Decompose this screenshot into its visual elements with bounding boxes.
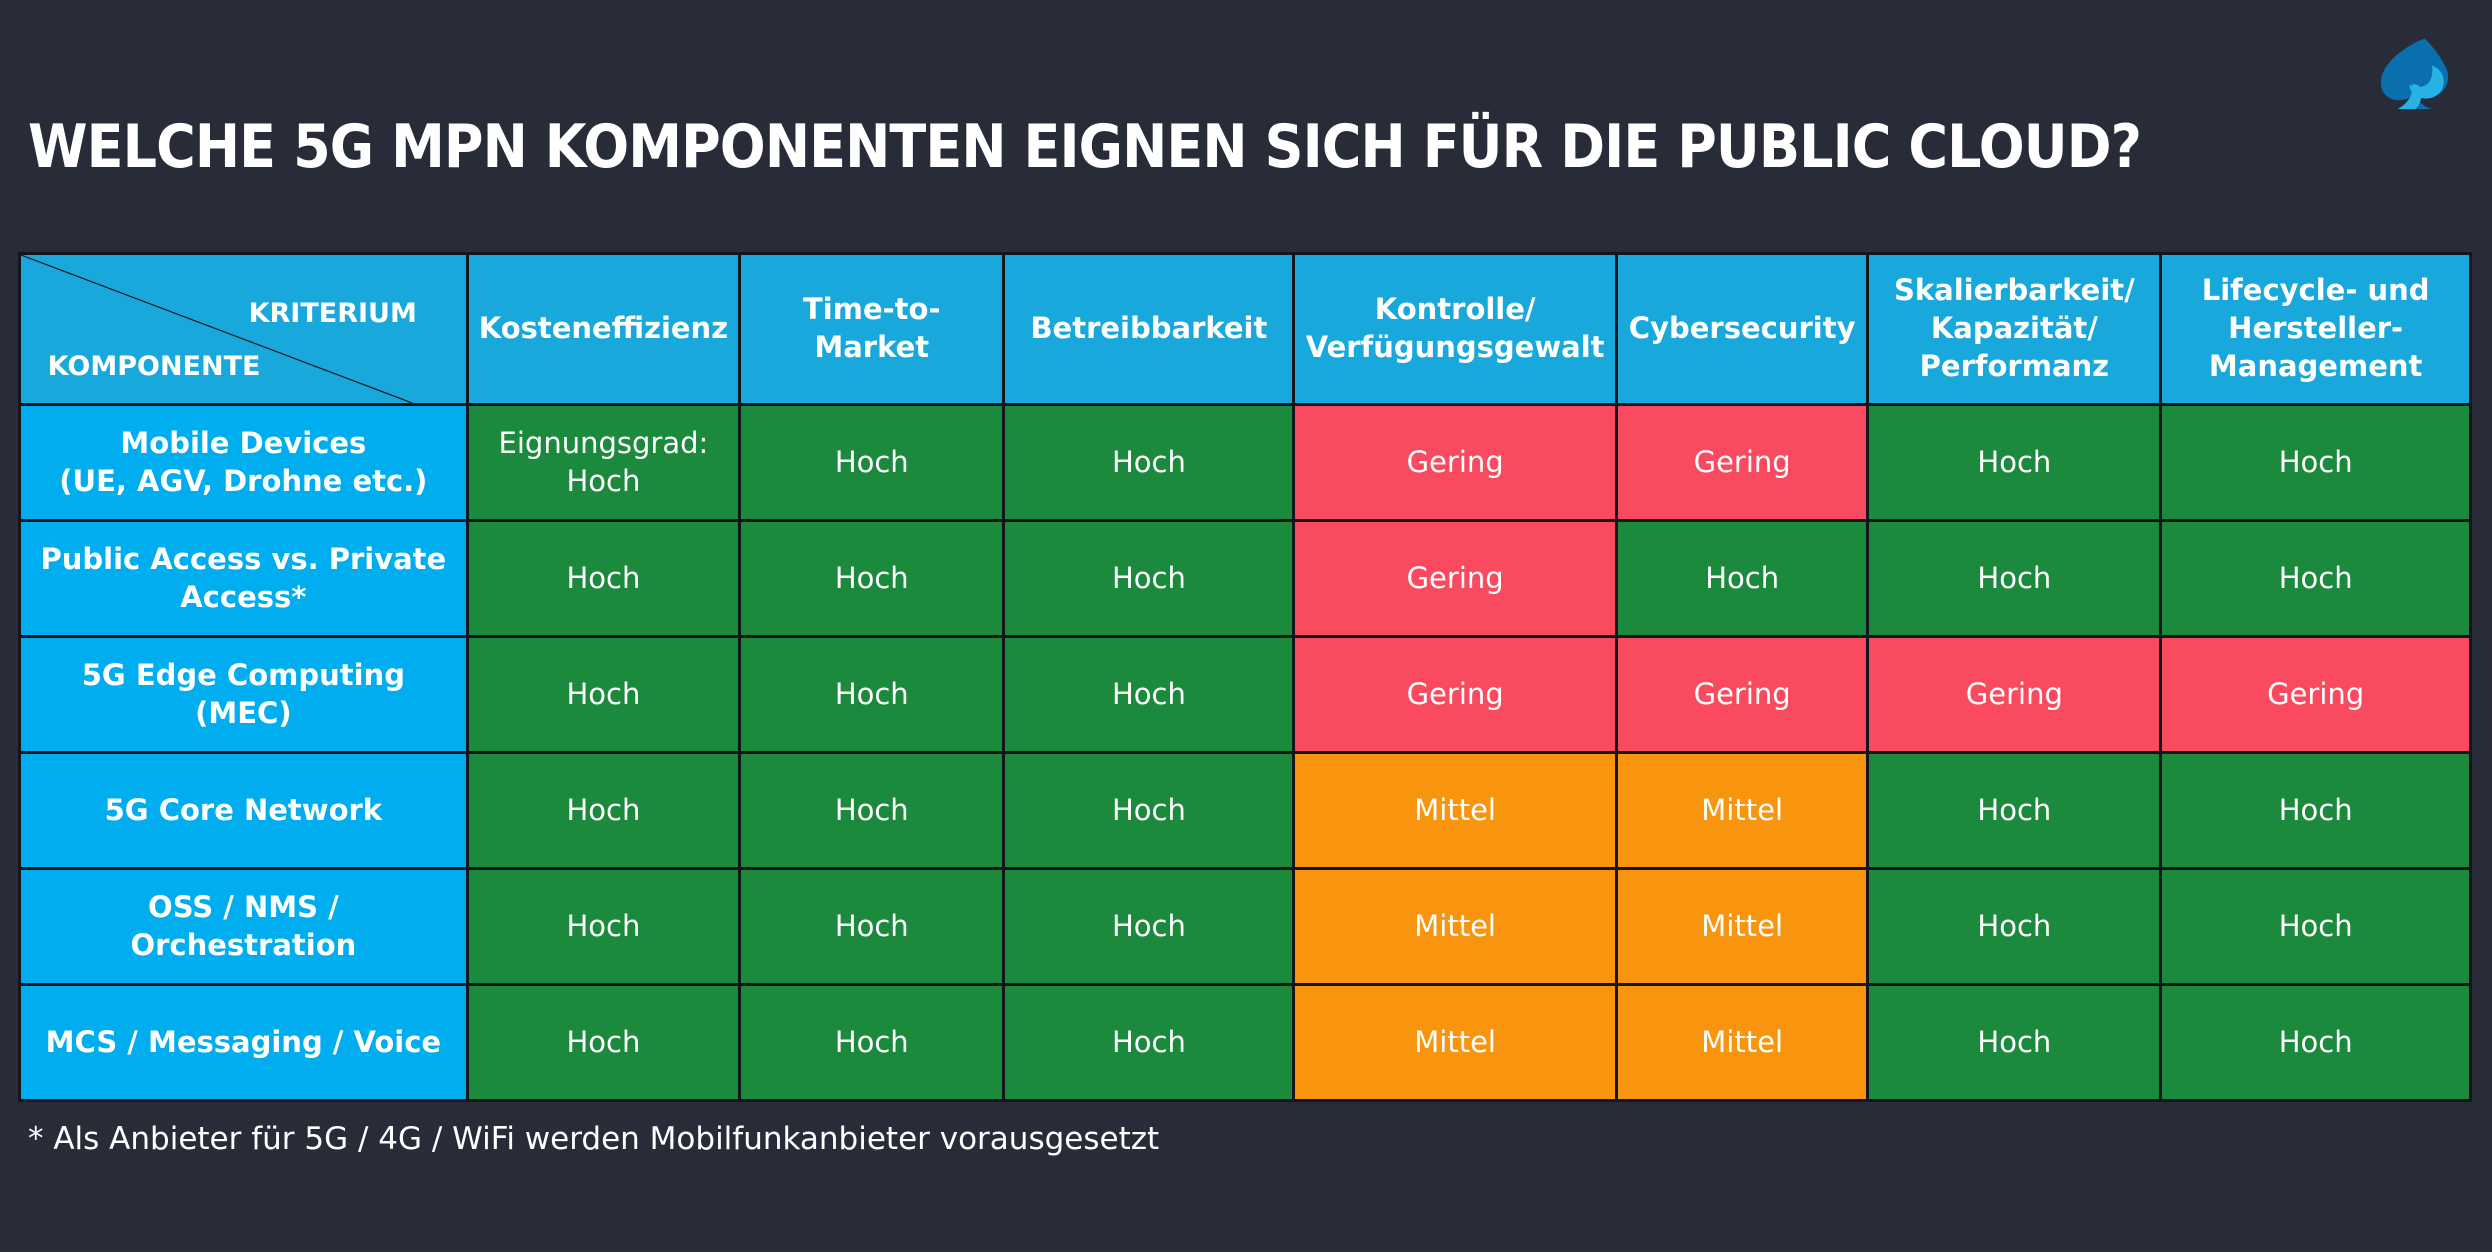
- column-header-lifecycle: Lifecycle- und Hersteller- Management: [2162, 255, 2469, 404]
- rating-cell: Hoch: [468, 754, 739, 868]
- rating-cell: Eignungsgrad: Hoch: [468, 406, 739, 520]
- column-header-cybersecurity: Cybersecurity: [1617, 255, 1867, 404]
- rating-cell: Hoch: [1869, 986, 2160, 1099]
- rating-cell: Hoch: [1005, 406, 1293, 520]
- rating-cell: Hoch: [741, 406, 1003, 520]
- rating-cell: Gering: [1295, 638, 1615, 752]
- capgemini-spade-logo: [2380, 38, 2449, 109]
- rating-cell: Hoch: [1869, 406, 2160, 520]
- rating-cell: Hoch: [1005, 522, 1293, 636]
- rating-cell: Hoch: [1617, 522, 1867, 636]
- criterion-axis-label: KRITERIUM: [248, 298, 417, 330]
- column-header-betreibbarkeit: Betreibbarkeit: [1005, 255, 1293, 404]
- rating-cell: Hoch: [741, 522, 1003, 636]
- footnote: * Als Anbieter für 5G / 4G / WiFi werden…: [28, 1121, 1160, 1157]
- rating-cell: Hoch: [741, 754, 1003, 868]
- row-label-public-access: Public Access vs. Private Access*: [21, 522, 466, 636]
- row-label-oss-nms-orchestration: OSS / NMS / Orchestration: [21, 870, 466, 983]
- rating-cell: Hoch: [1869, 522, 2160, 636]
- column-header-kosteneffizienz: Kosteneffizienz: [468, 255, 739, 404]
- rating-cell: Gering: [1869, 638, 2160, 752]
- row-label-5g-core-network: 5G Core Network: [21, 754, 466, 868]
- rating-cell: Mittel: [1617, 870, 1867, 983]
- corner-header-cell: KRITERIUM KOMPONENTE: [21, 255, 466, 404]
- column-header-time-to-market: Time-to-Market: [741, 255, 1003, 404]
- rating-cell: Hoch: [741, 638, 1003, 752]
- rating-cell: Mittel: [1295, 754, 1615, 868]
- diagonal-divider-line: [21, 255, 466, 403]
- page-title: WELCHE 5G MPN KOMPONENTEN EIGNEN SICH FÜ…: [28, 112, 2142, 182]
- rating-cell: Hoch: [468, 986, 739, 1099]
- column-header-skalierbarkeit: Skalierbarkeit/ Kapazität/ Performanz: [1869, 255, 2160, 404]
- row-label-mcs-messaging-voice: MCS / Messaging / Voice: [21, 986, 466, 1099]
- rating-cell: Hoch: [2162, 754, 2469, 868]
- rating-cell: Hoch: [1005, 870, 1293, 983]
- rating-cell: Hoch: [1869, 754, 2160, 868]
- rating-cell: Hoch: [1005, 986, 1293, 1099]
- rating-cell: Hoch: [468, 522, 739, 636]
- rating-cell: Hoch: [468, 638, 739, 752]
- column-header-kontrolle: Kontrolle/ Verfügungsgewalt: [1295, 255, 1615, 404]
- rating-cell: Hoch: [741, 870, 1003, 983]
- rating-cell: Hoch: [2162, 406, 2469, 520]
- row-label-mobile-devices: Mobile Devices (UE, AGV, Drohne etc.): [21, 406, 466, 520]
- rating-cell: Gering: [1295, 522, 1615, 636]
- rating-cell: Hoch: [1869, 870, 2160, 983]
- rating-cell: Hoch: [468, 870, 739, 983]
- rating-cell: Hoch: [1005, 754, 1293, 868]
- rating-cell: Hoch: [2162, 870, 2469, 983]
- rating-cell: Gering: [1617, 406, 1867, 520]
- suitability-matrix-table: KRITERIUM KOMPONENTE Kosteneffizienz Tim…: [18, 252, 2472, 1102]
- component-axis-label: KOMPONENTE: [47, 350, 261, 382]
- rating-cell: Gering: [2162, 638, 2469, 752]
- rating-cell: Hoch: [741, 986, 1003, 1099]
- rating-cell: Hoch: [2162, 986, 2469, 1099]
- rating-cell: Hoch: [1005, 638, 1293, 752]
- row-label-5g-edge-computing: 5G Edge Computing (MEC): [21, 638, 466, 752]
- rating-cell: Hoch: [2162, 522, 2469, 636]
- rating-cell: Mittel: [1617, 986, 1867, 1099]
- rating-cell: Mittel: [1295, 870, 1615, 983]
- rating-cell: Gering: [1617, 638, 1867, 752]
- rating-cell: Mittel: [1295, 986, 1615, 1099]
- rating-cell: Gering: [1295, 406, 1615, 520]
- rating-cell: Mittel: [1617, 754, 1867, 868]
